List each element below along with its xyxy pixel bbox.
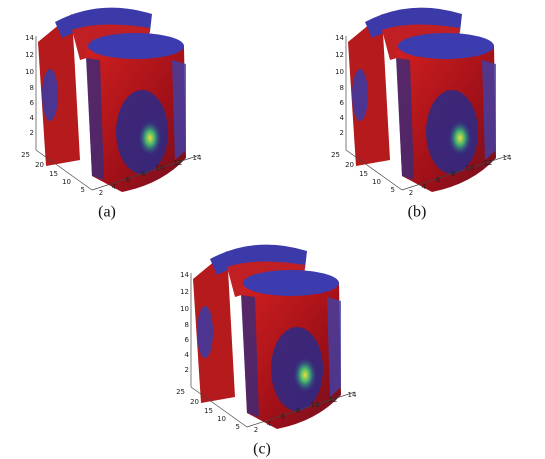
z-tick-label: 12 [25, 51, 34, 59]
x-axis [401, 154, 511, 191]
x-tick-label: 14 [503, 154, 512, 162]
z-tick-label: 8 [30, 84, 34, 92]
depth-axis [35, 149, 93, 191]
panel-caption: (b) [408, 204, 427, 221]
x-tick-label: 10 [466, 164, 475, 172]
x-tick-label: 4 [422, 183, 427, 191]
x-tick-label: 6 [436, 176, 441, 184]
depth-tick-label: 25 [21, 151, 30, 159]
x-tick-label: 12 [484, 159, 493, 167]
depth-tick-label: 20 [345, 161, 354, 169]
depth-tick-label: 15 [204, 407, 213, 415]
z-tick-label: 4 [340, 114, 345, 122]
z-tick-label: 8 [340, 84, 344, 92]
z-tick-label: 6 [185, 336, 190, 344]
z-tick-label: 6 [30, 99, 35, 107]
depth-tick-label: 10 [372, 178, 381, 186]
x-tick-label: 8 [451, 170, 455, 178]
x-tick-label: 8 [141, 170, 145, 178]
z-tick-label: 4 [30, 114, 35, 122]
z-tick-label: 6 [340, 99, 345, 107]
x-tick-label: 8 [296, 407, 300, 415]
z-tick-label: 4 [185, 351, 190, 359]
x-tick-label: 10 [311, 401, 320, 409]
panel: 2 4 6 8 10 12 14 25 20 15 10 5 2 4 6 8 10 12 14 (c) [176, 244, 357, 458]
z-tick-label: 14 [180, 271, 189, 279]
x-tick-label: 2 [99, 189, 103, 197]
depth-tick-label: 20 [190, 398, 199, 406]
x-axis [246, 391, 356, 428]
z-tick-label: 10 [180, 305, 189, 313]
x-tick-label: 2 [409, 189, 413, 197]
panel: 2 4 6 8 10 12 14 25 20 15 10 5 2 4 6 8 10 12 14 (b) [331, 7, 512, 221]
depth-tick-label: 10 [62, 178, 71, 186]
depth-axis [190, 386, 248, 428]
z-tick-label: 2 [340, 129, 344, 137]
depth-tick-label: 5 [81, 186, 85, 194]
z-tick-label: 14 [25, 34, 34, 42]
x-tick-label: 2 [254, 426, 258, 434]
depth-axis [345, 149, 403, 191]
depth-tick-label: 5 [236, 423, 240, 431]
x-tick-label: 12 [174, 159, 183, 167]
z-tick-label: 2 [185, 366, 189, 374]
z-tick-label: 10 [335, 68, 344, 76]
x-tick-label: 12 [329, 396, 338, 404]
depth-tick-label: 10 [217, 415, 226, 423]
x-tick-label: 14 [193, 154, 202, 162]
depth-tick-label: 25 [176, 388, 185, 396]
z-tick-label: 2 [30, 129, 34, 137]
x-tick-label: 14 [348, 391, 357, 399]
depth-tick-label: 15 [49, 170, 58, 178]
z-tick-label: 10 [25, 68, 34, 76]
depth-tick-label: 25 [331, 151, 340, 159]
z-tick-label: 12 [180, 288, 189, 296]
depth-tick-label: 20 [35, 161, 44, 169]
x-tick-label: 6 [281, 413, 286, 421]
depth-tick-label: 5 [391, 186, 395, 194]
z-tick-label: 12 [335, 51, 344, 59]
x-axis [91, 154, 201, 191]
x-tick-label: 4 [267, 420, 272, 428]
x-tick-label: 10 [156, 164, 165, 172]
x-tick-label: 6 [126, 176, 131, 184]
depth-tick-label: 15 [359, 170, 368, 178]
panel-caption: (c) [253, 441, 271, 458]
panel: 2 4 6 8 10 12 14 25 20 15 10 5 2 4 6 8 10 12 14 (a) [21, 7, 202, 221]
x-tick-label: 4 [112, 183, 117, 191]
z-tick-label: 14 [335, 34, 344, 42]
panel-caption: (a) [98, 204, 116, 221]
z-tick-label: 8 [185, 321, 189, 329]
